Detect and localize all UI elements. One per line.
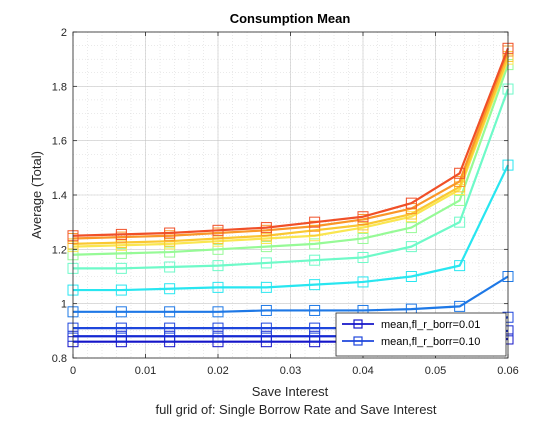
series-6-marker xyxy=(357,251,369,263)
x-tick-label: 0.02 xyxy=(207,365,228,377)
series-line-4 xyxy=(73,275,509,313)
series-4-marker xyxy=(260,304,272,316)
y-tick-label: 1.2 xyxy=(52,244,67,256)
series-5-marker xyxy=(164,283,176,295)
legend-box xyxy=(335,312,507,357)
series-2-marker xyxy=(164,330,176,342)
series-11-marker xyxy=(454,167,466,179)
series-11-marker xyxy=(212,224,224,236)
y-tick-label: 0.8 xyxy=(52,353,67,365)
series-line-10 xyxy=(72,50,510,240)
series-line-7 xyxy=(72,64,510,256)
series-7-marker xyxy=(164,246,176,258)
series-7-marker xyxy=(212,243,224,255)
series-2-marker xyxy=(309,330,321,342)
series-line-9 xyxy=(72,56,510,245)
series-5-marker xyxy=(115,284,127,296)
series-5-marker xyxy=(454,260,466,272)
series-6-marker xyxy=(115,262,127,274)
series-line-5 xyxy=(73,164,509,292)
y-tick-label: 1.4 xyxy=(52,190,67,202)
series-7-marker xyxy=(309,238,321,250)
series-line-11 xyxy=(72,47,510,237)
series-2-marker xyxy=(260,330,272,342)
series-6-marker xyxy=(405,241,417,253)
series-4-marker xyxy=(454,300,466,312)
series-5-marker xyxy=(309,279,321,291)
y-tick-label: 2 xyxy=(61,27,67,39)
chart-title: Consumption Mean xyxy=(230,11,351,26)
x-tick-label: 0.04 xyxy=(352,365,373,377)
series-10-marker xyxy=(454,175,466,187)
series-6-marker xyxy=(454,216,466,228)
series-6-marker xyxy=(212,260,224,272)
series-line-8 xyxy=(72,58,510,248)
x-tick-label: 0.06 xyxy=(497,365,518,377)
series-4-marker xyxy=(309,304,321,316)
legend-entry-2[interactable]: mean,fl_r_borr=0.10 xyxy=(342,336,480,348)
series-3-marker xyxy=(212,322,224,334)
series-11-marker xyxy=(405,197,417,209)
series-3-marker xyxy=(115,322,127,334)
tick-layer: 0 0.01 0.02 0.03 0.04 0.05 0.06 0.8 1 1.2 1.4 1.6 1.… xyxy=(52,27,519,377)
legend-entry-1[interactable]: mean,fl_r_borr=0.01 xyxy=(342,319,480,331)
series-5-marker xyxy=(405,271,417,282)
series-3-marker xyxy=(164,322,176,334)
legend-square-marker-icon xyxy=(353,336,363,346)
series-7-marker xyxy=(454,194,466,206)
series-3-marker xyxy=(260,322,272,334)
x-tick-label: 0 xyxy=(70,365,76,377)
series-2-marker xyxy=(115,330,127,342)
legend-square-marker-icon xyxy=(353,319,363,329)
series-11-marker xyxy=(309,216,321,228)
series-4-marker xyxy=(115,306,127,318)
figure-caption: full grid of: Single Borrow Rate and Sav… xyxy=(155,402,436,417)
series-4-marker xyxy=(212,306,224,318)
x-tick-label: 0.01 xyxy=(135,365,156,377)
legend-label-1: mean,fl_r_borr=0.01 xyxy=(381,319,480,331)
x-axis-label: Save Interest xyxy=(252,384,329,399)
series-3-marker xyxy=(309,322,321,334)
series-line-6 xyxy=(73,88,510,270)
series-5-marker xyxy=(212,281,224,293)
legend: mean,fl_r_borr=0.01 mean,fl_r_borr=0.10 xyxy=(335,312,507,357)
series-4-marker xyxy=(164,306,176,318)
y-tick-label: 1 xyxy=(61,299,67,311)
x-tick-label: 0.03 xyxy=(280,365,301,377)
y-axis-label: Average (Total) xyxy=(29,151,44,239)
series-6-marker xyxy=(164,261,176,273)
series-7-marker xyxy=(115,247,127,259)
series-6-marker xyxy=(260,257,272,269)
series-7-marker xyxy=(405,222,417,234)
series-7-marker xyxy=(260,241,272,253)
series-11-marker xyxy=(164,227,176,239)
series-11-marker xyxy=(115,228,127,240)
series-11-marker xyxy=(260,222,272,234)
series-5-marker xyxy=(357,276,369,288)
series-5-marker xyxy=(260,281,272,293)
x-tick-label: 0.05 xyxy=(425,365,446,377)
y-tick-label: 1.8 xyxy=(52,81,67,93)
legend-label-2: mean,fl_r_borr=0.10 xyxy=(381,336,480,348)
series-6-marker xyxy=(309,254,321,266)
series-7-marker xyxy=(357,232,369,244)
y-tick-label: 1.6 xyxy=(52,136,67,148)
series-2-marker xyxy=(212,330,224,342)
series-11-marker xyxy=(357,211,369,223)
